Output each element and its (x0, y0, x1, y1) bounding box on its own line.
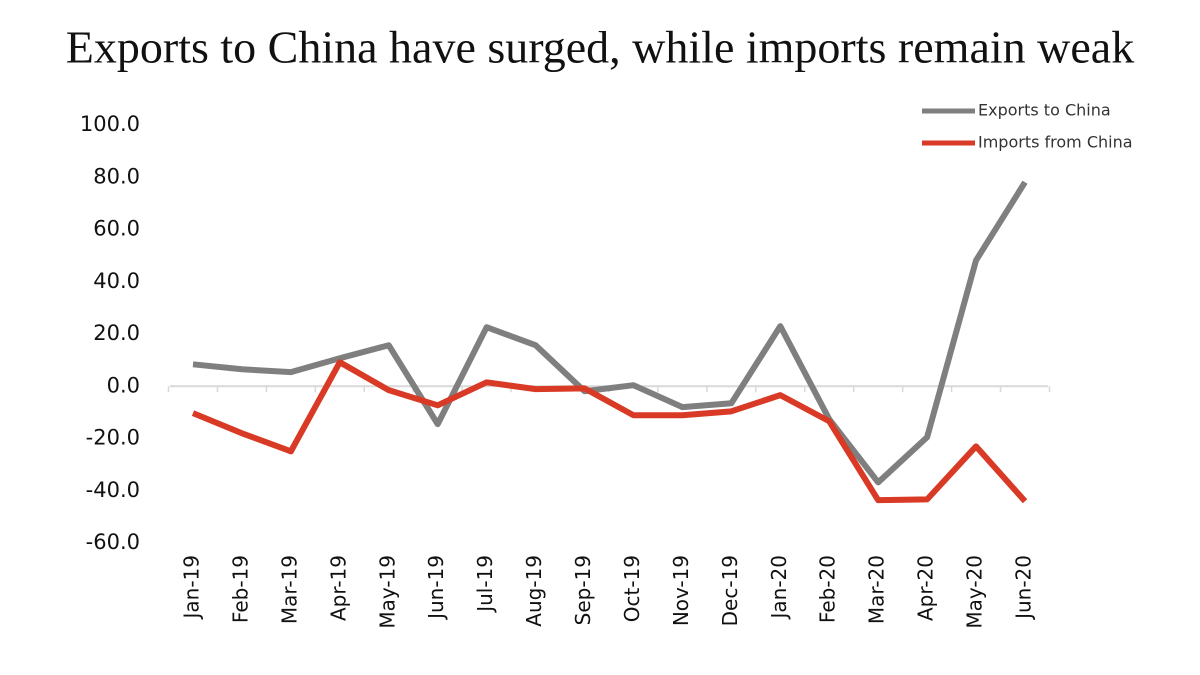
x-tick-label: Jan-20 (767, 555, 791, 621)
x-tick-label: Dec-19 (718, 555, 742, 626)
x-tick-label: Oct-19 (620, 555, 644, 622)
y-tick-label: -40.0 (86, 478, 140, 502)
x-tick-label: Jan-19 (180, 555, 204, 621)
x-tick-label: Jun-19 (424, 555, 448, 621)
y-tick-label: -60.0 (86, 530, 140, 554)
y-tick-label: 80.0 (93, 164, 140, 188)
x-tick-label: Aug-19 (522, 555, 546, 627)
x-tick-label: May-19 (375, 555, 399, 629)
x-tick-label: Feb-19 (228, 555, 252, 623)
x-tick-label: Apr-20 (914, 555, 938, 621)
y-tick-label: 100.0 (80, 112, 140, 136)
legend-label: Imports from China (978, 133, 1133, 152)
y-tick-label: 60.0 (93, 217, 140, 241)
legend-label: Exports to China (978, 101, 1111, 120)
x-tick-label: Jul-19 (473, 555, 497, 614)
x-tick-label: Jun-20 (1012, 555, 1036, 621)
y-tick-label: 40.0 (93, 269, 140, 293)
y-tick-label: 0.0 (107, 373, 140, 397)
x-tick-label: Feb-20 (816, 555, 840, 623)
chart-title: Exports to China have surged, while impo… (66, 22, 1134, 73)
series-line (192, 180, 1028, 486)
x-tick-label: Mar-20 (865, 555, 889, 624)
x-tick-label: Sep-19 (571, 555, 595, 625)
series-line (191, 359, 1028, 504)
y-tick-label: -20.0 (86, 426, 140, 450)
x-tick-label: Mar-19 (277, 555, 301, 624)
x-tick-label: Nov-19 (669, 555, 693, 626)
y-tick-label: 20.0 (93, 321, 140, 345)
x-tick-label: Apr-19 (326, 555, 350, 621)
x-tick-label: May-20 (963, 555, 987, 629)
